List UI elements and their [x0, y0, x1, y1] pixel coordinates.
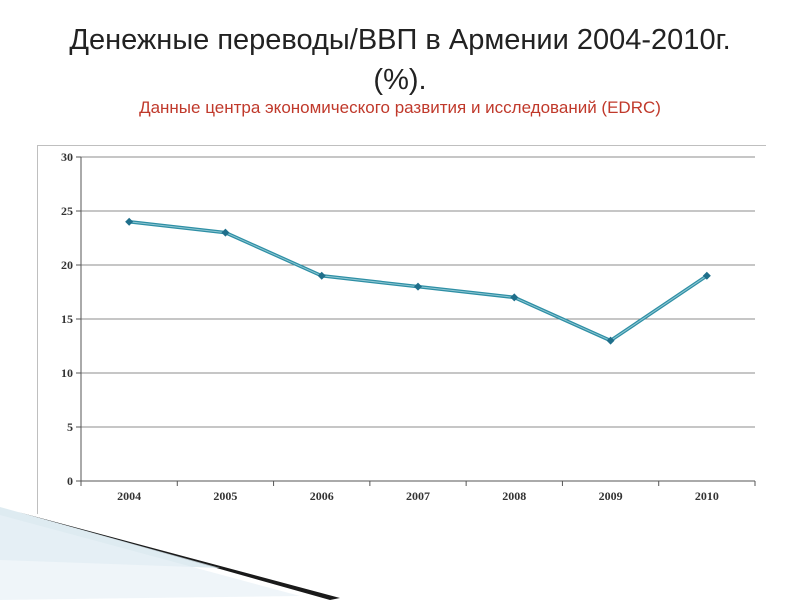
slide-title: Денежные переводы/ВВП в Армении 2004-201…	[69, 24, 731, 96]
x-tick-label: 2007	[406, 489, 430, 503]
y-tick-label: 10	[61, 366, 73, 380]
slide-subtitle: Данные центра экономического развития и …	[139, 98, 661, 117]
y-tick-label: 15	[61, 312, 73, 326]
data-point	[414, 282, 422, 291]
y-tick-labels: 0 5 10 15 20 25 30	[61, 150, 73, 488]
x-tick-label: 2006	[310, 489, 334, 503]
y-tick-label: 30	[61, 150, 73, 164]
x-tick-labels: 2004 2005 2006 2007 2008 2009 2010	[117, 489, 719, 503]
x-tick-label: 2004	[117, 489, 141, 503]
y-tick-label: 20	[61, 258, 73, 272]
chart-frame	[37, 145, 766, 516]
axes	[76, 156, 756, 486]
data-point	[510, 293, 519, 302]
x-tick-label: 2005	[213, 489, 237, 503]
x-tick-label: 2009	[599, 489, 623, 503]
y-tick-label: 0	[67, 474, 73, 488]
x-tick-label: 2010	[695, 489, 719, 503]
y-tick-label: 5	[67, 420, 73, 434]
x-tick-label: 2008	[502, 489, 526, 503]
series	[125, 217, 711, 345]
data-point	[606, 336, 615, 345]
data-point	[317, 271, 326, 280]
y-tick-label: 25	[61, 204, 73, 218]
data-point	[702, 271, 711, 280]
data-point	[125, 217, 134, 226]
data-point	[221, 228, 230, 237]
